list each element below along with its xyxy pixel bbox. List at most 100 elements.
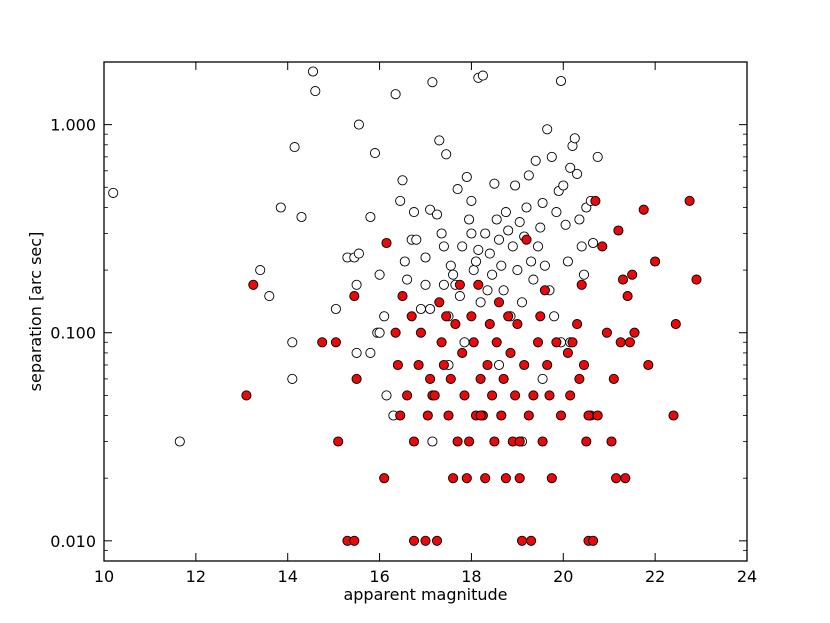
data-point — [466, 311, 477, 322]
data-point — [489, 436, 500, 447]
x-tick-label: 22 — [645, 567, 665, 586]
data-point — [491, 337, 502, 348]
data-point — [353, 248, 364, 259]
data-point — [287, 373, 298, 384]
data-point — [351, 347, 362, 358]
data-point — [480, 473, 491, 484]
data-point — [562, 347, 573, 358]
data-point — [330, 337, 341, 348]
data-point — [535, 222, 546, 233]
data-point — [521, 202, 532, 213]
data-point — [484, 248, 495, 259]
data-point — [399, 256, 410, 267]
x-tick-label: 14 — [278, 567, 298, 586]
data-point — [317, 337, 328, 348]
x-axis-label: apparent magnitude — [343, 585, 507, 604]
data-point — [503, 225, 514, 236]
data-point — [365, 211, 376, 223]
data-point — [379, 473, 390, 484]
data-point — [397, 175, 408, 186]
data-point — [496, 410, 507, 421]
data-point — [514, 217, 525, 228]
data-point — [441, 311, 452, 322]
data-point — [578, 359, 590, 371]
data-point — [539, 285, 550, 296]
data-point — [241, 390, 252, 401]
data-point — [457, 347, 468, 358]
data-point — [576, 279, 587, 290]
data-point — [601, 327, 612, 338]
data-point — [572, 168, 583, 179]
data-point — [406, 311, 417, 322]
data-point — [425, 303, 436, 315]
data-point — [248, 279, 259, 290]
data-point — [425, 373, 436, 384]
data-point — [496, 260, 507, 271]
data-point — [408, 207, 420, 218]
data-point — [546, 473, 557, 484]
data-point — [457, 241, 468, 252]
data-point — [434, 297, 445, 308]
data-point — [379, 311, 390, 322]
data-point — [565, 162, 576, 173]
data-point — [622, 291, 633, 302]
data-point — [482, 359, 493, 371]
data-point — [613, 225, 624, 236]
data-point — [489, 178, 500, 189]
data-point — [464, 436, 475, 447]
data-point — [611, 473, 622, 484]
data-point — [434, 135, 445, 146]
data-point — [526, 535, 537, 546]
data-point — [627, 269, 638, 280]
data-point — [438, 359, 449, 371]
data-point — [470, 256, 482, 267]
data-point — [365, 347, 376, 358]
data-point — [420, 279, 431, 290]
data-point — [532, 241, 544, 252]
data-point — [670, 319, 681, 330]
data-point — [174, 436, 185, 447]
data-point — [390, 89, 401, 100]
data-point — [452, 436, 463, 447]
data-point — [466, 228, 477, 239]
data-point — [617, 274, 629, 285]
data-point — [287, 337, 298, 348]
data-point — [461, 473, 472, 484]
data-point — [551, 207, 562, 218]
data-point — [542, 124, 553, 135]
data-point — [498, 285, 509, 296]
data-point — [436, 337, 447, 348]
x-tick-label: 10 — [94, 567, 114, 586]
data-point — [436, 228, 447, 239]
data-point — [438, 241, 449, 252]
data-point — [537, 373, 548, 384]
data-point — [441, 149, 452, 160]
data-point — [349, 291, 360, 302]
x-tick-label: 24 — [737, 567, 757, 586]
data-point — [514, 436, 525, 447]
data-point — [459, 390, 470, 401]
plot-area-frame — [103, 61, 748, 562]
data-point — [597, 241, 608, 252]
data-point — [420, 535, 431, 546]
data-point — [395, 410, 406, 421]
data-point — [512, 319, 523, 330]
data-point — [420, 252, 431, 263]
y-tick-label: 0.100 — [50, 324, 96, 343]
data-point — [558, 180, 569, 191]
data-point — [468, 265, 479, 276]
data-point — [413, 359, 424, 371]
data-point — [445, 260, 456, 271]
data-point — [445, 373, 456, 384]
data-point — [351, 279, 362, 290]
data-point — [574, 214, 585, 225]
data-point — [402, 390, 413, 401]
data-point — [588, 535, 599, 546]
data-point — [381, 237, 392, 249]
data-point — [629, 327, 640, 338]
y-tick-label: 1.000 — [50, 116, 96, 135]
data-point — [425, 204, 436, 215]
data-point — [510, 180, 521, 191]
data-point — [505, 347, 516, 358]
